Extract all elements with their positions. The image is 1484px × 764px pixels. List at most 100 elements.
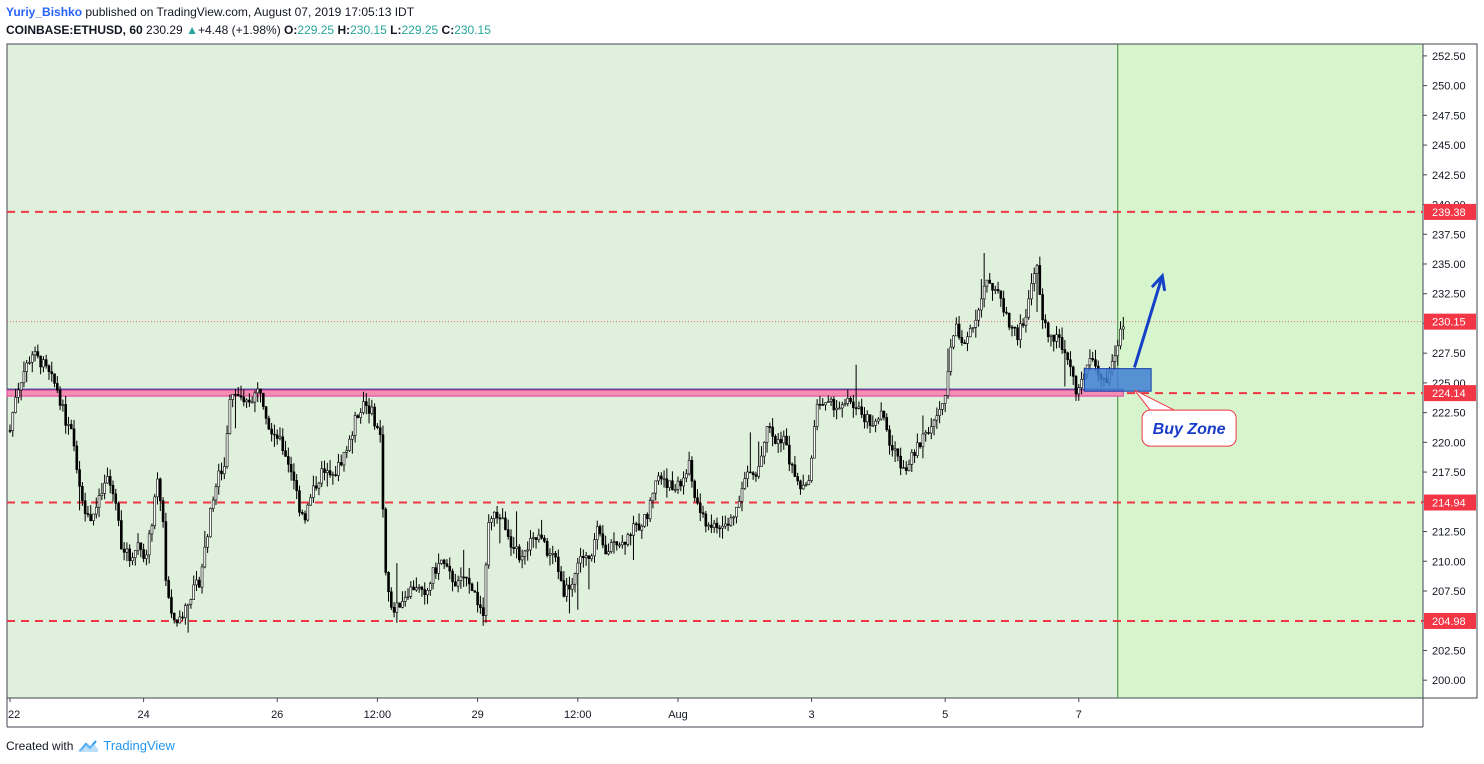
candle-down	[562, 580, 566, 597]
y-tick-label: 202.50	[1432, 645, 1466, 657]
high-label: H:	[337, 23, 351, 37]
level-price-label-bg	[1424, 203, 1476, 220]
candle-up	[100, 493, 104, 496]
candle-down	[300, 512, 304, 514]
candle-down	[749, 471, 752, 474]
candle-down	[629, 534, 632, 536]
candle-down	[72, 428, 76, 447]
candle-up	[815, 403, 819, 427]
candle-down	[771, 426, 774, 437]
candle-up	[22, 371, 26, 384]
candle-down	[540, 534, 543, 539]
candle-up	[178, 616, 182, 624]
candle-up	[829, 398, 833, 402]
candle-down	[751, 472, 755, 475]
candle-up	[993, 289, 997, 291]
candle-down	[774, 436, 777, 444]
candle-down	[239, 395, 243, 398]
tradingview-brand-link[interactable]: TradingView	[103, 738, 175, 753]
author-link[interactable]: Yuriy_Bishko	[6, 5, 83, 19]
candle-down	[248, 399, 251, 403]
candle-up	[306, 504, 310, 521]
candle-up	[1116, 345, 1120, 357]
candle-down	[481, 607, 485, 616]
candle-down	[273, 433, 276, 436]
candle-up	[952, 335, 955, 348]
price-chart[interactable]: 200.00202.50205.00207.50210.00212.50215.…	[0, 0, 1484, 735]
candle-up	[484, 564, 488, 616]
candle-down	[646, 514, 649, 520]
y-tick-label: 235.00	[1432, 259, 1466, 271]
candle-up	[103, 482, 106, 494]
candle-up	[1055, 334, 1058, 342]
x-tick-label: 22	[8, 709, 20, 721]
candle-down	[1063, 349, 1067, 354]
open-value: 229.25	[297, 23, 335, 37]
candle-up	[570, 583, 574, 590]
candle-up	[977, 309, 980, 321]
candle-up	[17, 389, 20, 398]
candle-down	[568, 584, 571, 590]
candle-down	[420, 586, 424, 590]
candle-up	[1035, 265, 1039, 274]
candle-up	[529, 537, 532, 551]
candle-up	[946, 371, 950, 397]
y-tick-label: 212.50	[1432, 527, 1466, 539]
candle-up	[33, 351, 37, 356]
candle-down	[863, 414, 866, 423]
candle-down	[790, 463, 794, 466]
candle-down	[114, 493, 118, 504]
candle-up	[618, 544, 621, 547]
candle-up	[943, 395, 947, 404]
candle-down	[559, 571, 563, 581]
low-label: L:	[390, 23, 402, 37]
candle-up	[403, 597, 407, 602]
candle-down	[328, 470, 332, 476]
candle-up	[14, 397, 17, 413]
candle-up	[732, 516, 735, 519]
candle-up	[843, 403, 847, 406]
candle-up	[1032, 273, 1036, 284]
candle-up	[673, 489, 677, 491]
candle-down	[36, 351, 40, 357]
candle-down	[267, 418, 271, 430]
candle-down	[442, 559, 446, 565]
candle-down	[659, 475, 663, 480]
candle-up	[654, 480, 658, 494]
candle-down	[671, 480, 674, 491]
callout-box	[1141, 409, 1237, 447]
x-tick-label: 12:00	[364, 709, 392, 721]
x-tick-label: Aug	[668, 709, 688, 721]
candle-down	[259, 388, 262, 394]
candle-up	[729, 517, 733, 526]
candle-down	[882, 410, 886, 418]
candle-up	[735, 506, 738, 518]
candle-up	[1122, 326, 1125, 330]
candle-up	[980, 298, 983, 311]
x-tick-label: 24	[137, 709, 149, 721]
candle-up	[456, 580, 460, 587]
level-price-label: 204.98	[1432, 616, 1466, 628]
candle-up	[401, 601, 404, 608]
candle-down	[988, 279, 992, 284]
candle-up	[362, 401, 365, 413]
candle-down	[50, 371, 54, 375]
candle-up	[685, 473, 688, 479]
candle-up	[782, 435, 786, 444]
candle-down	[710, 524, 713, 528]
candle-down	[904, 467, 908, 471]
candle-up	[916, 442, 919, 456]
candle-up	[515, 546, 518, 549]
candle-up	[437, 563, 440, 574]
candle-down	[885, 417, 889, 431]
y-tick-label: 217.50	[1432, 467, 1466, 479]
candle-down	[295, 480, 298, 491]
candle-down	[64, 404, 67, 426]
candle-down	[818, 403, 822, 406]
candle-down	[236, 394, 240, 396]
candle-down	[242, 396, 246, 403]
candle-up	[682, 477, 685, 487]
candle-down	[495, 511, 499, 519]
candle-up	[835, 407, 838, 411]
tradingview-cloud-icon	[78, 740, 99, 752]
